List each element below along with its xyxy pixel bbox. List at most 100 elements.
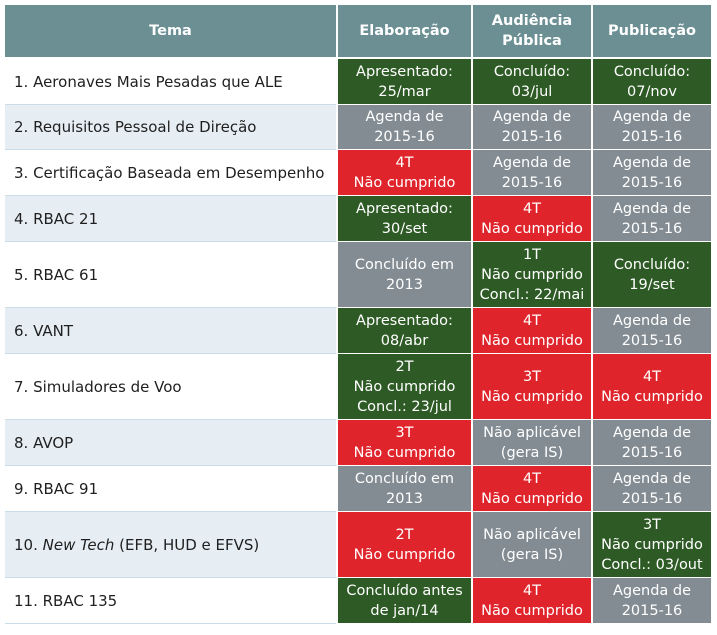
publicacao-status-cell: Agenda de 2015-16 bbox=[591, 196, 711, 242]
elaboracao-status-cell: 3T Não cumprido bbox=[336, 420, 471, 466]
elaboracao-status-line: 2013 bbox=[386, 490, 423, 507]
publicacao-status-cell: Agenda de 2015-16 bbox=[591, 105, 711, 150]
table-row: 6. VANT Apresentado: 08/abr 4T Não cumprido A… bbox=[5, 308, 711, 354]
audiencia-status-line: Não cumprido bbox=[481, 332, 583, 349]
elaboracao-status-line: Não cumprido bbox=[353, 174, 456, 191]
publicacao-status-line: Agenda de bbox=[612, 200, 692, 217]
publicacao-status-line: Agenda de bbox=[612, 109, 692, 125]
tema-cell: 2. Requisitos Pessoal de Direção bbox=[5, 105, 336, 150]
elaboracao-status-line: Concluído em bbox=[354, 470, 455, 487]
elaboracao-status-line: Não cumprido bbox=[353, 378, 456, 395]
publicacao-status-line: Agenda de bbox=[612, 154, 692, 171]
publicacao-status-line: 2015-16 bbox=[621, 129, 683, 145]
audiencia-status-cell: 4T Não cumprido bbox=[471, 578, 591, 624]
publicacao-status-line: Concl.: 03/out bbox=[601, 556, 703, 573]
audiencia-status-line: Não aplicável bbox=[483, 424, 581, 441]
elaboracao-status-line: Concluído antes bbox=[346, 582, 463, 599]
elaboracao-status-cell: Apresentado: 30/set bbox=[336, 196, 471, 242]
audiencia-status-cell: 1T Não cumprido Concl.: 22/mai bbox=[471, 242, 591, 308]
audiencia-status-line: Não aplicável bbox=[483, 526, 581, 543]
status-table-container: Tema Elaboração Audiência Pública Public… bbox=[5, 5, 711, 624]
tema-cell: 5. RBAC 61 bbox=[5, 242, 336, 308]
audiencia-status-cell: 4T Não cumprido bbox=[471, 466, 591, 512]
elaboracao-status-line: 2015-16 bbox=[374, 129, 435, 145]
audiencia-status-cell: 3T Não cumprido bbox=[471, 354, 591, 420]
elaboracao-status-line: 08/abr bbox=[380, 332, 429, 349]
publicacao-status-cell: 4T Não cumprido bbox=[591, 354, 711, 420]
elaboracao-status-line: 30/set bbox=[381, 220, 428, 237]
audiencia-status-line: Agenda de bbox=[492, 154, 572, 171]
table-row: 1. Aeronaves Mais Pesadas que ALE Apresen… bbox=[5, 59, 711, 105]
tema-italic-text: New Tech bbox=[42, 535, 115, 554]
elaboracao-status-line: Concluído em bbox=[354, 256, 455, 273]
header-elaboracao: Elaboração bbox=[336, 5, 471, 59]
audiencia-status-cell: Concluído: 03/jul bbox=[471, 59, 591, 105]
elaboracao-status-line: Apresentado: bbox=[356, 63, 453, 80]
elaboracao-status-line: Apresentado: bbox=[356, 200, 453, 217]
elaboracao-status-line: Agenda de bbox=[365, 109, 444, 125]
publicacao-status-line: 2015-16 bbox=[621, 174, 683, 191]
publicacao-status-cell: Agenda de 2015-16 bbox=[591, 420, 711, 466]
elaboracao-status-line: Não cumprido bbox=[353, 444, 456, 461]
header-audiencia-line1: Audiência bbox=[491, 13, 573, 29]
audiencia-status-cell: Não aplicável (gera IS) bbox=[471, 420, 591, 466]
header-audiencia-line2: Pública bbox=[502, 33, 562, 49]
elaboracao-status-cell: Concluído em 2013 bbox=[336, 466, 471, 512]
audiencia-status-cell: Agenda de 2015-16 bbox=[471, 105, 591, 150]
publicacao-status-line: 4T bbox=[642, 368, 662, 385]
table-row: 5. RBAC 61 Concluído em 2013 1T Não cumprido… bbox=[5, 242, 711, 308]
tema-cell: 1. Aeronaves Mais Pesadas que ALE bbox=[5, 59, 336, 105]
tema-suffix-text: (EFB, HUD e EFVS) bbox=[114, 535, 260, 554]
audiencia-status-line: Agenda de bbox=[492, 109, 572, 125]
elaboracao-status-line: 2013 bbox=[386, 276, 423, 293]
publicacao-status-line: Agenda de bbox=[612, 312, 692, 329]
publicacao-status-line: Não cumprido bbox=[601, 388, 703, 405]
audiencia-status-line: (gera IS) bbox=[500, 444, 564, 461]
tema-prefix-text: 10. bbox=[14, 535, 43, 554]
publicacao-status-cell: Concluído: 07/nov bbox=[591, 59, 711, 105]
audiencia-status-line: 1T bbox=[522, 246, 542, 263]
tema-cell: 11. RBAC 135 bbox=[5, 578, 336, 624]
table-row: 7. Simuladores de Voo 2T Não cumprido Concl… bbox=[5, 354, 711, 420]
publicacao-status-line: 2015-16 bbox=[621, 444, 683, 461]
elaboracao-status-line: Apresentado: bbox=[356, 312, 453, 329]
publicacao-status-line: Concluído: bbox=[613, 63, 691, 80]
elaboracao-status-line: 4T bbox=[395, 154, 414, 171]
audiencia-status-cell: Agenda de 2015-16 bbox=[471, 150, 591, 196]
publicacao-status-cell: Agenda de 2015-16 bbox=[591, 150, 711, 196]
publicacao-status-line: 07/nov bbox=[627, 83, 677, 100]
tema-cell: 3. Certificação Baseada em Desempenho bbox=[5, 150, 336, 196]
audiencia-status-cell: Não aplicável (gera IS) bbox=[471, 512, 591, 578]
tema-cell: 8. AVOP bbox=[5, 420, 336, 466]
table-row: 3. Certificação Baseada em Desempenho 4T N… bbox=[5, 150, 711, 196]
table-row: 4. RBAC 21 Apresentado: 30/set 4T Não cumpri… bbox=[5, 196, 711, 242]
audiencia-status-line: 4T bbox=[522, 470, 542, 487]
tema-cell: 10. New Tech (EFB, HUD e EFVS) bbox=[5, 512, 336, 578]
elaboracao-status-line: 2T bbox=[395, 526, 414, 543]
table-row: 2. Requisitos Pessoal de Direção Agenda d… bbox=[5, 105, 711, 150]
table-body: 1. Aeronaves Mais Pesadas que ALE Apresen… bbox=[5, 59, 711, 624]
elaboracao-status-line: Não cumprido bbox=[353, 546, 456, 563]
audiencia-status-line: Não cumprido bbox=[481, 388, 583, 405]
table-row: 11. RBAC 135 Concluído antes de jan/14 4T Nã… bbox=[5, 578, 711, 624]
audiencia-status-line: (gera IS) bbox=[500, 546, 564, 563]
elaboracao-status-line: 2T bbox=[395, 358, 414, 375]
audiencia-status-line: Concl.: 22/mai bbox=[479, 286, 585, 303]
audiencia-status-line: 4T bbox=[522, 312, 542, 329]
status-table: Tema Elaboração Audiência Pública Public… bbox=[5, 5, 711, 624]
publicacao-status-cell: 3T Não cumprido Concl.: 03/out bbox=[591, 512, 711, 578]
elaboracao-status-cell: 4T Não cumprido bbox=[336, 150, 471, 196]
tema-cell: 7. Simuladores de Voo bbox=[5, 354, 336, 420]
elaboracao-status-cell: 2T Não cumprido bbox=[336, 512, 471, 578]
audiencia-status-line: 03/jul bbox=[511, 83, 553, 100]
header-tema: Tema bbox=[5, 5, 336, 59]
publicacao-status-line: 19/set bbox=[629, 276, 675, 293]
audiencia-status-line: Não cumprido bbox=[481, 266, 583, 283]
audiencia-status-line: 4T bbox=[522, 200, 542, 217]
publicacao-status-cell: Agenda de 2015-16 bbox=[591, 466, 711, 512]
audiencia-status-line: Não cumprido bbox=[481, 602, 583, 619]
header-audiencia: Audiência Pública bbox=[471, 5, 591, 59]
elaboracao-status-cell: 2T Não cumprido Concl.: 23/jul bbox=[336, 354, 471, 420]
elaboracao-status-line: de jan/14 bbox=[370, 602, 439, 619]
publicacao-status-cell: Agenda de 2015-16 bbox=[591, 578, 711, 624]
